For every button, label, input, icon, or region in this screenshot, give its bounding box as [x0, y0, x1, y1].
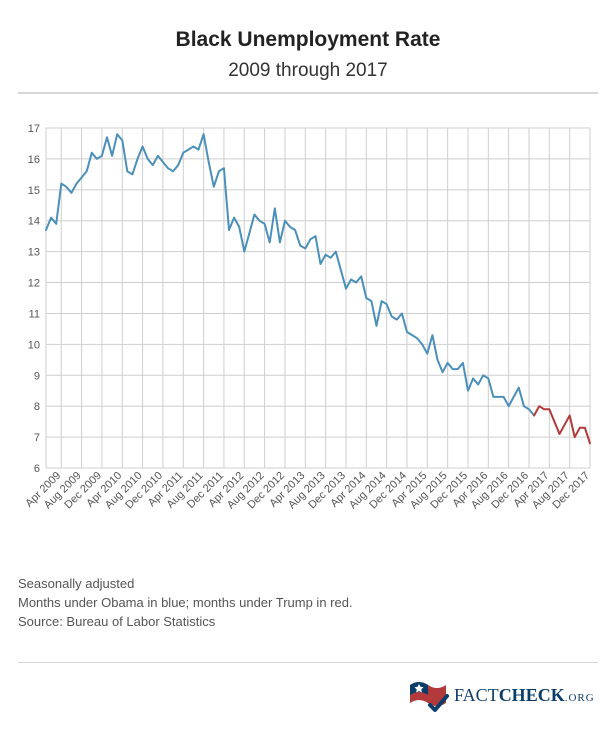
chart-title: Black Unemployment Rate	[18, 28, 598, 52]
factcheck-logo-icon: FACTCHECK.ORG	[408, 675, 598, 717]
title-divider	[18, 92, 598, 94]
svg-text:7: 7	[34, 432, 40, 444]
note-line: Months under Obama in blue; months under…	[18, 594, 598, 613]
svg-text:16: 16	[28, 154, 40, 166]
svg-text:FACTCHECK.ORG: FACTCHECK.ORG	[454, 685, 595, 705]
note-line: Seasonally adjusted	[18, 575, 598, 594]
svg-text:10: 10	[28, 339, 40, 351]
chart-notes: Seasonally adjusted Months under Obama i…	[18, 575, 598, 632]
line-chart: 67891011121314151617Apr 2009Aug 2009Dec …	[18, 120, 598, 535]
svg-text:15: 15	[28, 185, 40, 197]
svg-text:6: 6	[34, 463, 40, 475]
svg-text:9: 9	[34, 370, 40, 382]
note-line: Source: Bureau of Labor Statistics	[18, 613, 598, 632]
page: Black Unemployment Rate 2009 through 201…	[0, 0, 616, 742]
svg-text:17: 17	[28, 123, 40, 135]
brand-logo: FACTCHECK.ORG	[18, 675, 598, 722]
svg-text:8: 8	[34, 401, 40, 413]
chart-subtitle: 2009 through 2017	[18, 60, 598, 82]
svg-text:11: 11	[29, 308, 40, 320]
svg-text:12: 12	[28, 278, 40, 290]
footer-divider	[18, 662, 598, 663]
svg-text:14: 14	[28, 216, 40, 228]
chart-svg: 67891011121314151617Apr 2009Aug 2009Dec …	[18, 120, 598, 530]
svg-text:13: 13	[28, 247, 40, 259]
